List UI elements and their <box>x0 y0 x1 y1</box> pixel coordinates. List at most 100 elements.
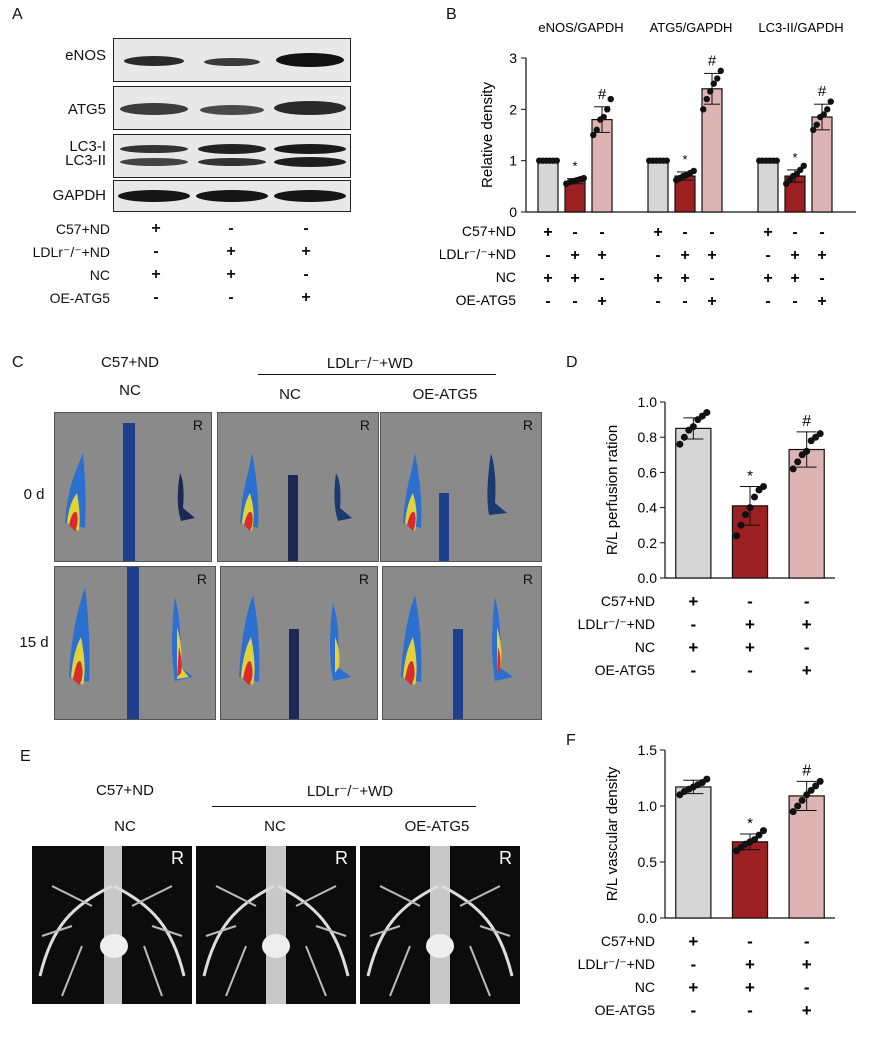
condition-sign: - <box>599 270 604 287</box>
data-point <box>689 423 697 431</box>
condition-label: C57+ND <box>601 593 655 609</box>
blot-enos <box>113 38 351 82</box>
chart-b: 0 1 2 3 Relative density eNOS/GAPDH * # ATG5/GAP… <box>440 20 856 310</box>
y-tick-label: 1.0 <box>638 394 658 410</box>
wb-cond-label-1: LDLr⁻/⁻+ND <box>32 244 110 260</box>
data-point <box>710 80 717 87</box>
wb-cond-label-2: NC <box>89 267 110 283</box>
condition-label: C57+ND <box>601 933 655 949</box>
condition-sign: + <box>745 638 755 657</box>
significance-mark: # <box>802 413 811 430</box>
perfusion-image-ldlr-nc-15d: R <box>220 566 378 720</box>
data-point <box>807 786 815 794</box>
wb-sign: - <box>153 243 159 260</box>
blot-lc3 <box>113 134 351 178</box>
e-header-oe: OE-ATG5 <box>404 818 470 835</box>
y-axis-label: R/L perfusion ration <box>604 425 621 555</box>
y-tick-label: 2 <box>509 101 517 117</box>
condition-sign: - <box>792 293 797 310</box>
condition-sign: + <box>597 247 606 264</box>
condition-sign: - <box>709 224 714 241</box>
data-point <box>755 831 763 839</box>
y-tick-label: 1.0 <box>638 798 658 814</box>
bar <box>647 160 669 213</box>
blot-atg5 <box>113 86 351 130</box>
condition-label: OE-ATG5 <box>595 662 656 678</box>
r-marker: R <box>499 848 512 868</box>
data-point <box>820 111 827 118</box>
data-point <box>816 430 824 438</box>
y-tick-label: 0.5 <box>638 854 658 870</box>
r-marker: R <box>171 848 184 868</box>
condition-sign: + <box>688 638 698 657</box>
data-point <box>760 827 767 835</box>
data-point <box>680 433 688 441</box>
condition-sign: + <box>597 293 606 310</box>
condition-sign: + <box>817 293 826 310</box>
data-point <box>824 106 831 113</box>
condition-sign: - <box>765 293 770 310</box>
condition-sign: + <box>688 592 698 611</box>
condition-sign: - <box>682 293 687 310</box>
data-point <box>737 521 745 529</box>
data-point <box>733 532 740 540</box>
wb-sign: - <box>153 289 159 306</box>
r-marker: R <box>359 417 370 433</box>
data-point <box>553 157 560 164</box>
significance-mark: * <box>572 159 577 174</box>
condition-sign: - <box>804 638 810 657</box>
condition-sign: + <box>707 293 716 310</box>
data-point <box>773 157 780 164</box>
r-marker: R <box>358 571 369 587</box>
data-point <box>800 162 807 169</box>
wb-sign: + <box>301 243 311 260</box>
data-point <box>607 95 614 103</box>
e-header-nc-left: NC <box>114 818 136 835</box>
data-point <box>794 458 802 466</box>
perfusion-image-oe-15d: R <box>382 566 542 720</box>
subchart-title: LC3-II/GAPDH <box>758 20 843 35</box>
condition-sign: - <box>690 1001 696 1020</box>
c-header-divider <box>258 374 496 375</box>
condition-sign: - <box>572 224 577 241</box>
data-point <box>714 75 721 82</box>
band-label-atg5: ATG5 <box>67 101 106 118</box>
data-point <box>600 113 607 121</box>
y-axis-label: R/L vascular density <box>604 766 621 901</box>
y-tick-label: 0 <box>509 204 517 220</box>
angiography-image-oe: R <box>360 846 520 1004</box>
condition-sign: - <box>747 932 753 951</box>
band-label-enos: eNOS <box>65 47 106 64</box>
significance-mark: # <box>708 52 717 69</box>
panel-e-letter: E <box>20 748 31 765</box>
data-point <box>798 796 806 804</box>
wb-sign: - <box>303 220 309 237</box>
data-point <box>707 88 714 95</box>
chart-f: 0.0 0.5 1.0 1.5 R/L vascular density * # C57+ND… <box>578 742 835 1020</box>
condition-sign: - <box>792 224 797 241</box>
band-label-lc3-ii: LC3-II <box>65 152 106 169</box>
bar <box>757 160 779 213</box>
condition-sign: - <box>690 615 696 634</box>
data-point <box>816 777 824 785</box>
data-point <box>810 126 817 134</box>
r-marker: R <box>192 417 203 433</box>
significance-mark: * <box>747 467 753 484</box>
condition-sign: + <box>707 247 716 264</box>
c-header-nc-left: NC <box>119 382 141 399</box>
data-point <box>593 126 600 134</box>
c-header-ldlr: LDLr⁻/⁻+WD <box>326 355 414 372</box>
condition-sign: + <box>653 224 662 241</box>
data-point <box>751 493 758 501</box>
condition-sign: + <box>680 270 689 287</box>
y-tick-label: 0.2 <box>638 535 658 551</box>
band-label-gapdh: GAPDH <box>52 187 106 204</box>
condition-sign: - <box>690 661 696 680</box>
data-point <box>590 131 597 139</box>
condition-sign: - <box>682 224 687 241</box>
bar <box>731 841 769 919</box>
data-point <box>803 447 811 455</box>
condition-sign: - <box>747 661 753 680</box>
condition-sign: + <box>763 270 772 287</box>
condition-label: LDLr⁻/⁻+ND <box>578 616 655 632</box>
